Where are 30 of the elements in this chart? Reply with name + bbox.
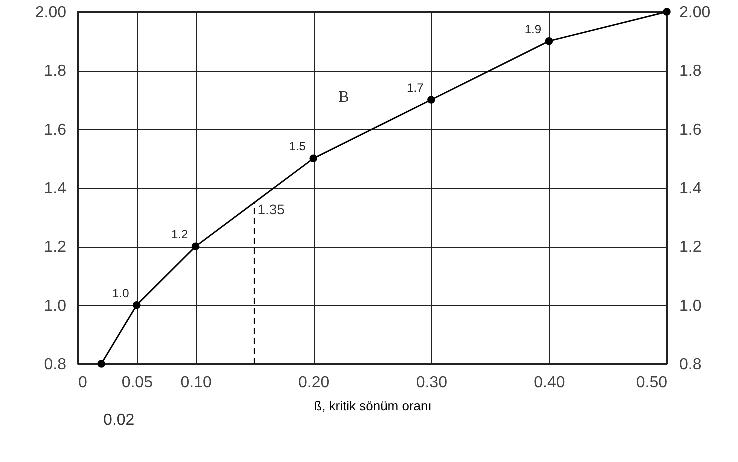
data-label: 1.9: [524, 22, 542, 36]
x-tick-label: 0.05: [122, 374, 154, 392]
y2-tick-label: 1.6: [680, 122, 702, 139]
annotation: B: [338, 89, 350, 106]
data-label: 1.0: [112, 286, 130, 300]
y2-tick-label: 1.8: [680, 63, 702, 80]
x-tick-label: 0.20: [298, 374, 330, 392]
x-tick-label: 0.10: [180, 374, 212, 392]
y2-tick-label: 1.4: [680, 180, 702, 198]
y2-tick-label: 0.8: [680, 356, 702, 374]
y-tick-label: 1.2: [44, 239, 67, 256]
data-label: 1.7: [407, 81, 424, 95]
data-label: 1.5: [289, 140, 306, 154]
y-tick-label: 1.8: [44, 63, 67, 80]
x-axis-title: ß, kritik sönüm oranı: [314, 398, 432, 414]
x-tick-label: 0.30: [416, 374, 448, 392]
annotation: 0.02: [104, 412, 135, 429]
y-tick-label: 1.0: [44, 298, 67, 315]
x-tick-label: 0.50: [636, 374, 668, 392]
x-tick-label: 0.40: [534, 374, 566, 392]
y2-tick-label: 1.0: [680, 298, 702, 315]
y-tick-label: 1.6: [44, 122, 67, 139]
annotation: 1.35: [258, 202, 286, 218]
y-tick-label: 1.4: [44, 180, 67, 198]
y2-tick-label: 2.00: [680, 4, 711, 22]
y-tick-label: 2.00: [35, 4, 67, 22]
data-label: 1.2: [171, 228, 188, 242]
y2-tick-label: 1.2: [680, 239, 702, 256]
y-tick-label: 0.8: [44, 356, 67, 374]
x-tick-label: 0: [78, 374, 88, 392]
